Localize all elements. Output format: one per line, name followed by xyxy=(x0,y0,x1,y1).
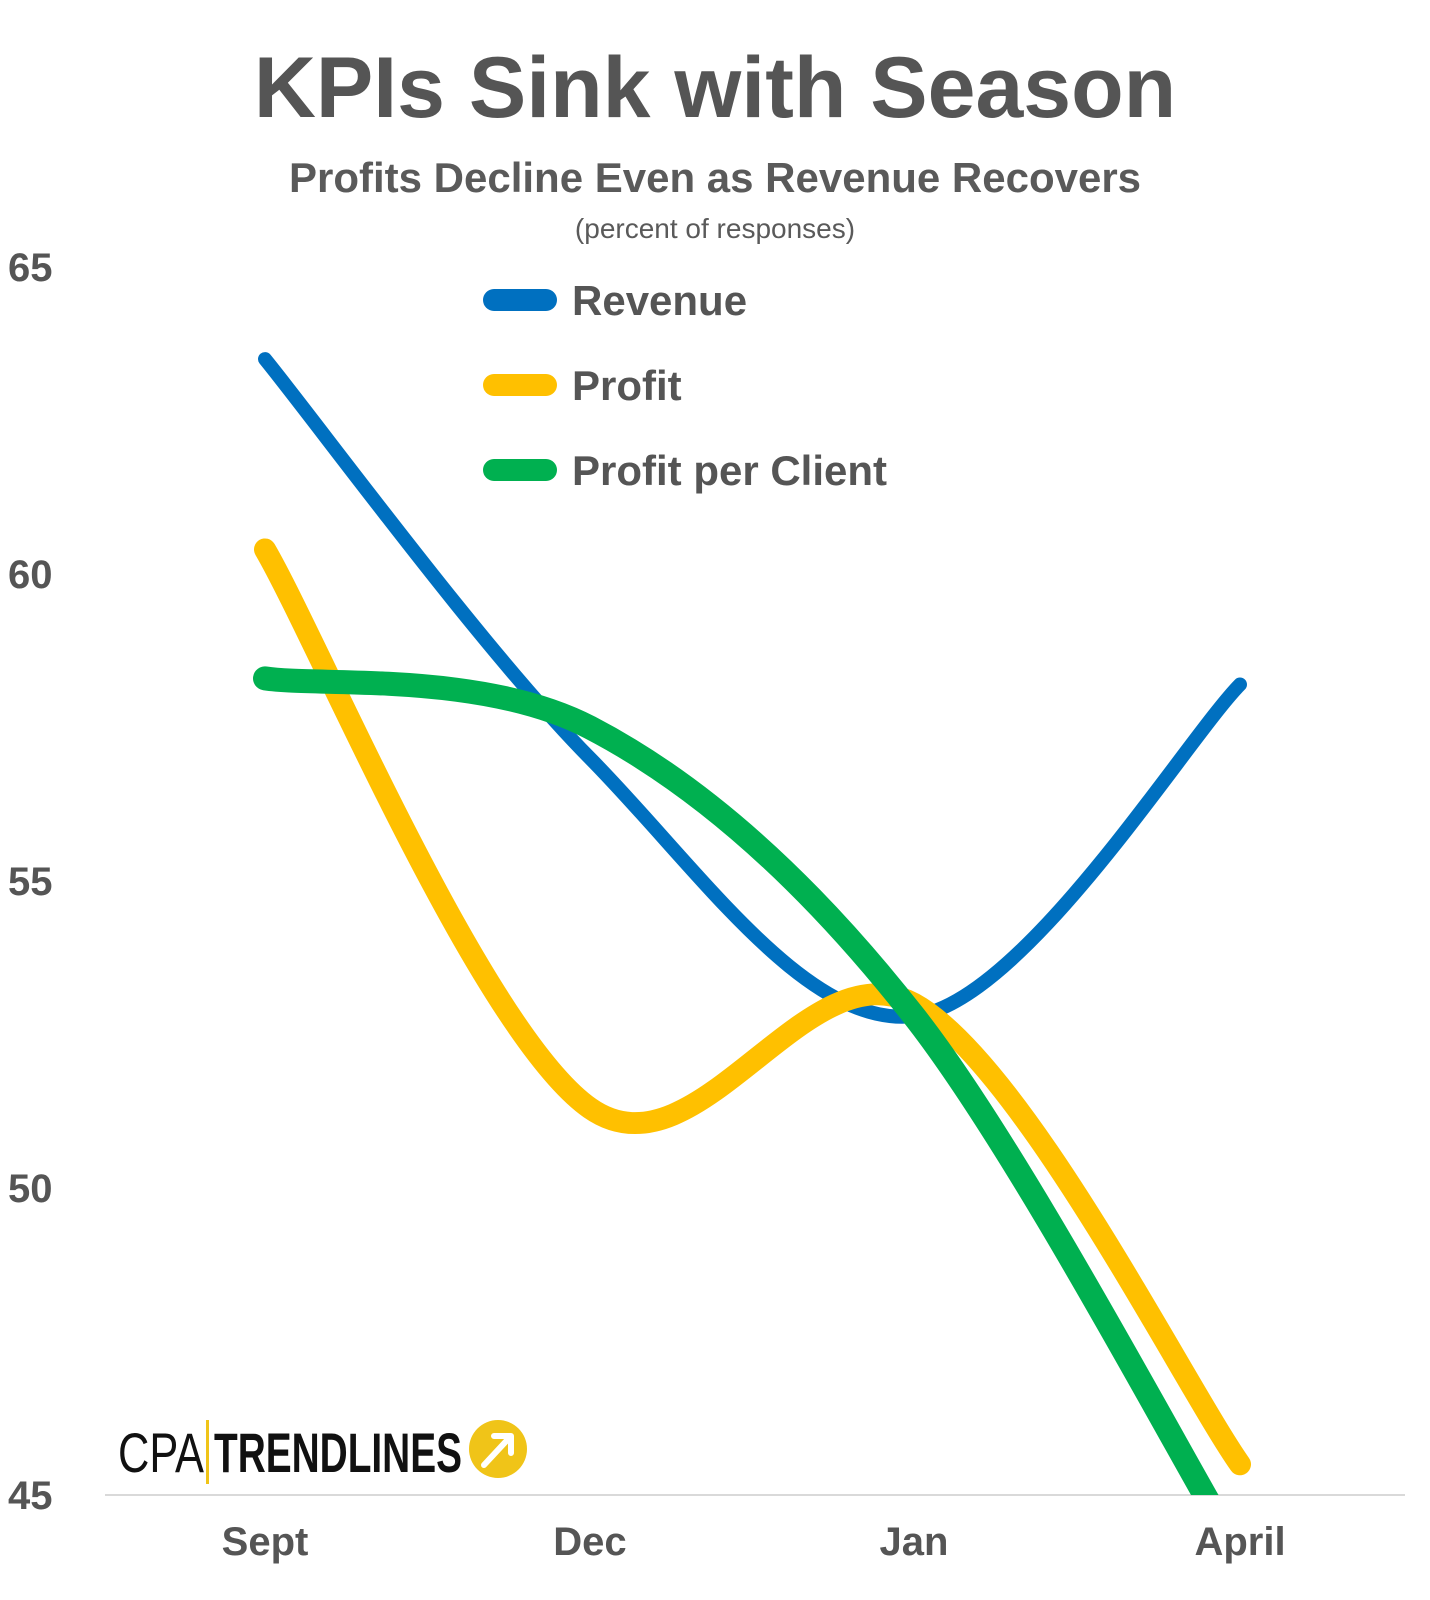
chart-title: KPIs Sink with Season xyxy=(254,40,1176,136)
y-tick-label: 50 xyxy=(8,1167,53,1211)
logo-text-cpa: CPA xyxy=(118,1421,204,1484)
legend-label-revenue: Revenue xyxy=(572,277,747,324)
series-line-profit-per-client xyxy=(253,666,1219,1495)
cpa-trendlines-logo: CPA TRENDLINES xyxy=(118,1420,527,1484)
legend-label-profit-per-client: Profit per Client xyxy=(572,447,887,494)
y-tick-label: 55 xyxy=(8,860,53,904)
chart-note: (percent of responses) xyxy=(575,213,855,244)
series-line-profit xyxy=(254,538,1251,1476)
x-tick-label: Jan xyxy=(880,1520,949,1564)
arrow-up-right-icon xyxy=(469,1420,527,1478)
x-axis-ticks: Sept Dec Jan April xyxy=(222,1520,1286,1564)
chart-subtitle: Profits Decline Even as Revenue Recovers xyxy=(289,154,1141,201)
series-layer xyxy=(253,352,1251,1495)
logo-text-trendlines: TRENDLINES xyxy=(214,1421,462,1484)
y-tick-label: 45 xyxy=(8,1474,53,1518)
x-tick-label: April xyxy=(1194,1520,1285,1564)
series-line-revenue xyxy=(258,352,1247,1024)
y-axis-ticks: 65 60 55 50 45 xyxy=(8,246,53,1518)
logo-divider xyxy=(206,1420,209,1484)
legend-label-profit: Profit xyxy=(572,362,682,409)
x-tick-label: Sept xyxy=(222,1520,309,1564)
x-tick-label: Dec xyxy=(553,1520,626,1564)
y-tick-label: 60 xyxy=(8,553,53,597)
y-tick-label: 65 xyxy=(8,246,53,290)
legend: Revenue Profit Profit per Client xyxy=(483,277,887,494)
